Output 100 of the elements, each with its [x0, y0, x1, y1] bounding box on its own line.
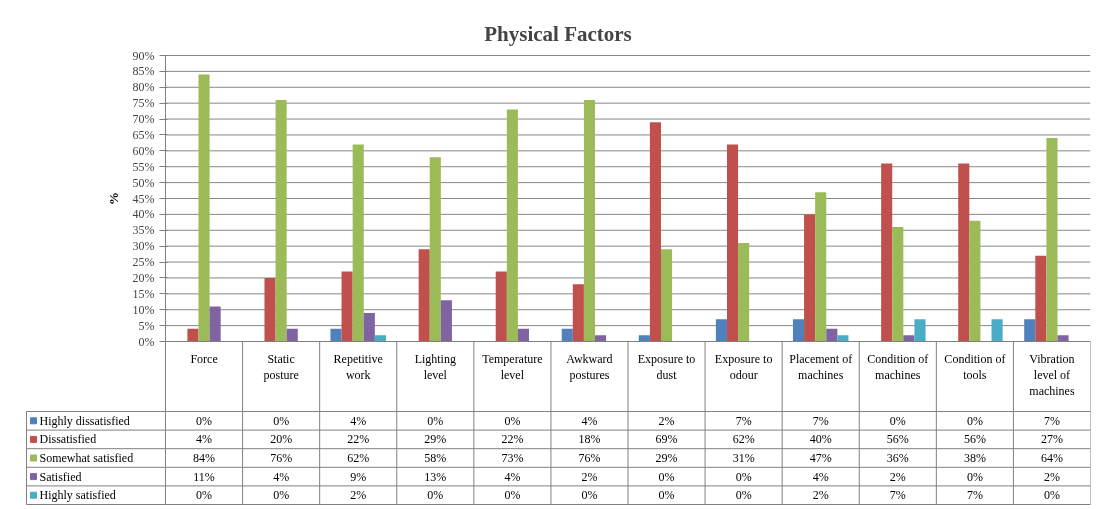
data-label: 0%: [427, 488, 444, 503]
data-label: 0%: [581, 488, 598, 503]
data-label: 47%: [809, 451, 832, 465]
data-label: 0%: [735, 488, 752, 503]
y-tick-label: 30%: [132, 239, 155, 254]
y-tick-label: 40%: [132, 207, 155, 222]
data-label: 0%: [658, 488, 675, 503]
data-label: 76%: [270, 451, 293, 465]
y-tick-label: 0%: [138, 334, 155, 349]
y-tick-label: 20%: [132, 270, 155, 285]
data-label: 4%: [812, 469, 829, 484]
data-label: 62%: [347, 451, 370, 465]
data-label: 0%: [273, 488, 290, 503]
x-tick-label: Condition of machines: [867, 351, 929, 382]
data-label: 22%: [501, 432, 524, 447]
legend-label: Dissatisfied: [39, 432, 97, 447]
bar: [892, 227, 904, 342]
data-label: 64%: [1040, 451, 1063, 465]
bar: [286, 328, 298, 342]
data-label: 18%: [578, 432, 601, 447]
x-tick-label: Lighting level: [414, 351, 456, 382]
y-tick-label: 65%: [132, 127, 155, 142]
data-label: 7%: [735, 413, 752, 428]
data-label: 40%: [809, 432, 832, 447]
data-label: 73%: [501, 451, 524, 465]
data-label: 4%: [273, 469, 290, 484]
y-tick-label: 60%: [132, 143, 155, 158]
data-label: 4%: [504, 469, 521, 484]
bar: [209, 306, 221, 342]
bar: [991, 319, 1003, 342]
data-label: 29%: [655, 451, 678, 465]
data-label: 11%: [193, 469, 215, 484]
y-tick-label: 25%: [132, 255, 155, 270]
x-tick-label: Repetitive work: [333, 351, 383, 382]
data-label: 0%: [504, 413, 521, 428]
data-label: 2%: [658, 413, 675, 428]
x-tick-label: Condition of tools: [944, 351, 1006, 382]
legend-label: Somewhat satisfied: [39, 451, 134, 465]
bar: [341, 271, 353, 342]
bar: [1057, 335, 1069, 342]
legend-label: Highly satisfied: [39, 488, 116, 503]
y-tick-label: 45%: [132, 191, 155, 206]
data-label: 38%: [963, 451, 986, 465]
x-tick-label: Temperature level: [482, 351, 543, 382]
x-tick-label: Exposure to odour: [714, 351, 773, 382]
data-label: 0%: [427, 413, 444, 428]
bar: [595, 335, 607, 342]
bar: [264, 277, 276, 342]
data-label: 58%: [424, 451, 447, 465]
y-tick-label: 5%: [138, 318, 155, 333]
data-label: 0%: [658, 469, 675, 484]
bar: [330, 328, 342, 342]
data-label: 22%: [347, 432, 370, 447]
bar: [187, 328, 199, 342]
x-tick-label: Static posture: [263, 351, 299, 382]
bar: [1035, 255, 1047, 342]
data-label: 4%: [196, 432, 213, 447]
data-label: 36%: [886, 451, 909, 465]
data-label: 0%: [273, 413, 290, 428]
bar: [826, 328, 838, 342]
bar: [198, 74, 210, 342]
bar: [363, 312, 375, 342]
legend-label: Satisfied: [39, 469, 82, 484]
data-label: 0%: [196, 488, 213, 503]
bar: [804, 214, 816, 342]
data-label: 2%: [1043, 469, 1060, 484]
data-label: 2%: [889, 469, 906, 484]
bar: [660, 249, 673, 342]
data-label: 29%: [424, 432, 447, 447]
data-label: 56%: [886, 432, 909, 447]
y-tick-label: 90%: [132, 48, 155, 63]
bar: [561, 328, 573, 342]
bar: [429, 157, 441, 342]
bar: [352, 144, 364, 342]
data-label: 31%: [732, 451, 755, 465]
bar: [914, 319, 926, 342]
data-label: 9%: [350, 469, 367, 484]
data-label: 0%: [504, 488, 521, 503]
data-label: 7%: [966, 488, 983, 503]
bar: [440, 300, 452, 342]
data-label: 62%: [732, 432, 755, 447]
data-label: 7%: [889, 488, 906, 503]
x-tick-label: Exposure to dust: [637, 351, 696, 382]
data-label: 84%: [193, 451, 216, 465]
x-tick-label: Vibration level of machines: [1029, 351, 1075, 398]
bar: [374, 335, 386, 342]
y-tick-label: 55%: [132, 159, 155, 174]
data-label: 4%: [581, 413, 598, 428]
bar: [837, 335, 849, 342]
bar: [583, 99, 596, 342]
bar: [638, 335, 650, 342]
y-tick-label: 50%: [132, 175, 155, 190]
bar: [506, 109, 518, 342]
data-label: 2%: [581, 469, 598, 484]
data-label: 56%: [963, 432, 986, 447]
bar: [1024, 319, 1036, 342]
data-label: 2%: [350, 488, 367, 503]
y-tick-label: 15%: [132, 286, 155, 301]
y-tick-label: 85%: [132, 64, 155, 79]
data-label: 7%: [812, 413, 829, 428]
